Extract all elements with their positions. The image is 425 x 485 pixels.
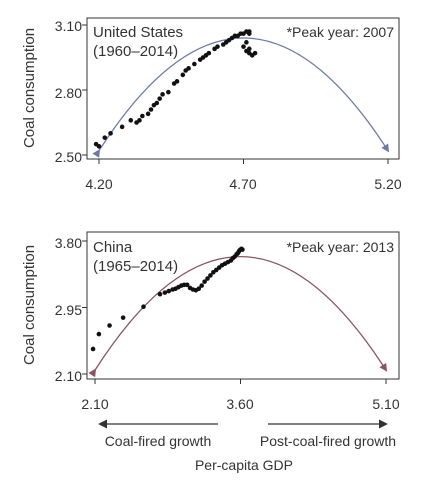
y-axis-label: Coal consumption (21, 245, 38, 365)
data-point (166, 89, 171, 95)
data-point (119, 124, 125, 130)
data-point (157, 96, 162, 101)
data-point (90, 346, 96, 352)
data-point (162, 290, 168, 295)
panel-period: (1965–2014) (93, 258, 178, 275)
data-point (148, 107, 154, 112)
plot-frame (86, 231, 400, 380)
y-tick-label: 3.80 (55, 235, 82, 251)
data-point (141, 304, 146, 310)
data-point (154, 100, 160, 106)
panel-title: United States (93, 24, 183, 41)
data-point (108, 131, 113, 136)
data-point (137, 118, 142, 123)
data-point (215, 44, 220, 49)
data-point (128, 118, 134, 123)
panel-title: China (93, 239, 133, 256)
coal-fired-growth-label: Coal-fired growth (105, 433, 212, 449)
x-tick-label: 5.10 (372, 396, 399, 412)
data-point (205, 276, 210, 281)
data-point (186, 66, 191, 71)
x-tick-label: 4.70 (229, 176, 256, 192)
x-tick-label: 5.20 (374, 176, 401, 192)
panel-period: (1960–2014) (93, 43, 178, 60)
data-point (160, 92, 165, 97)
data-point (120, 315, 126, 320)
y-axis-label: Coal consumption (21, 28, 38, 148)
data-point (140, 113, 145, 119)
fit-curve (92, 37, 390, 158)
data-point (102, 135, 108, 140)
footer: Coal-fired growth Post-coal-fired growth… (98, 419, 396, 473)
data-point (96, 331, 102, 337)
chart-panel-china: Coal consumption China (1965–2014) *Peak… (21, 231, 400, 412)
x-axis-label: Per-capita GDP (195, 457, 293, 473)
post-coal-fired-growth-label: Post-coal-fired growth (260, 433, 396, 449)
scatter-points (90, 246, 245, 352)
peak-annotation: *Peak year: 2007 (287, 24, 395, 40)
y-tick-label: 2.80 (55, 85, 82, 101)
data-point (241, 44, 246, 49)
data-point (199, 283, 204, 288)
axis-ticks (82, 24, 389, 164)
data-point (157, 291, 163, 297)
chart-panel-united-states: Coal consumption United States (1960–201… (21, 17, 402, 192)
data-point (107, 323, 112, 328)
fit-curve (88, 255, 388, 378)
data-point (246, 46, 252, 52)
data-point (206, 50, 212, 56)
data-point (184, 282, 190, 288)
data-point (145, 111, 151, 117)
x-tick-label: 3.60 (226, 396, 253, 412)
axis-ticks (82, 240, 387, 384)
y-tick-label: 3.10 (55, 18, 82, 34)
data-point (166, 288, 172, 294)
data-point (240, 247, 245, 252)
scatter-points (93, 29, 258, 149)
x-tick-label: 4.20 (85, 176, 112, 192)
data-point (202, 279, 207, 284)
y-tick-label: 2.50 (55, 149, 82, 165)
data-point (180, 72, 186, 78)
y-tick-label: 2.10 (55, 368, 82, 384)
data-point (208, 273, 213, 278)
data-point (246, 31, 252, 36)
data-point (96, 144, 102, 149)
peak-annotation: *Peak year: 2013 (287, 239, 395, 255)
data-point (244, 40, 249, 45)
y-tick-label: 2.95 (55, 302, 82, 318)
x-tick-label: 2.10 (81, 396, 108, 412)
data-point (174, 79, 180, 84)
data-point (192, 61, 197, 67)
data-point (196, 286, 202, 292)
data-point (252, 50, 258, 56)
